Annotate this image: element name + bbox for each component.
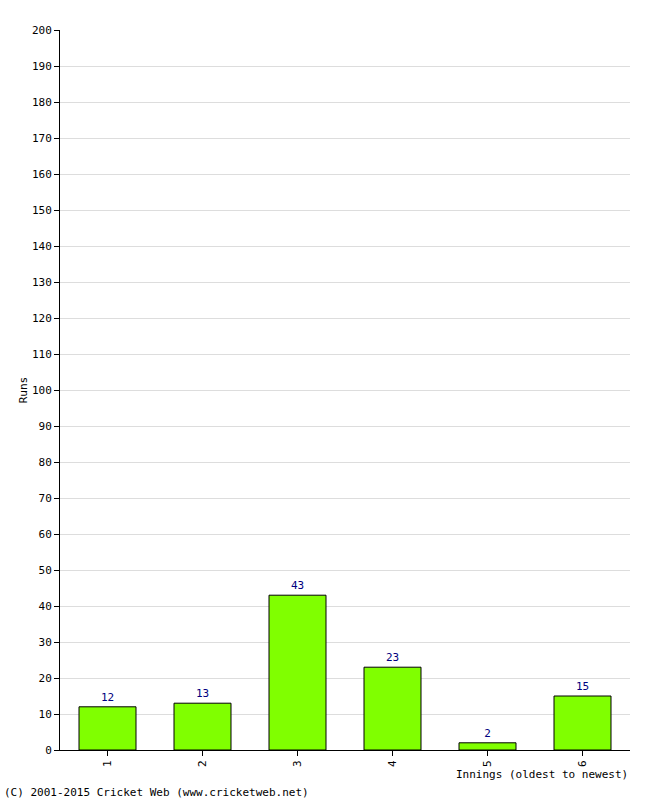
svg-text:140: 140 (32, 240, 52, 253)
svg-text:180: 180 (32, 96, 52, 109)
svg-text:130: 130 (32, 276, 52, 289)
svg-text:80: 80 (39, 456, 52, 469)
svg-text:13: 13 (196, 687, 209, 700)
svg-text:Innings (oldest to newest): Innings (oldest to newest) (456, 768, 628, 781)
svg-text:43: 43 (291, 579, 304, 592)
svg-text:190: 190 (32, 60, 52, 73)
svg-text:40: 40 (39, 600, 52, 613)
svg-text:50: 50 (39, 564, 52, 577)
svg-text:6: 6 (576, 760, 589, 767)
svg-text:(C) 2001-2015 Cricket Web (www: (C) 2001-2015 Cricket Web (www.cricketwe… (4, 786, 309, 799)
svg-text:2: 2 (196, 760, 209, 767)
svg-text:30: 30 (39, 636, 52, 649)
svg-text:170: 170 (32, 132, 52, 145)
svg-text:5: 5 (481, 760, 494, 767)
svg-text:10: 10 (39, 708, 52, 721)
svg-text:23: 23 (386, 651, 399, 664)
svg-text:4: 4 (386, 760, 399, 767)
svg-text:100: 100 (32, 384, 52, 397)
svg-text:90: 90 (39, 420, 52, 433)
svg-text:12: 12 (101, 691, 114, 704)
svg-text:150: 150 (32, 204, 52, 217)
svg-text:15: 15 (576, 680, 589, 693)
svg-text:Runs: Runs (17, 377, 30, 404)
svg-text:70: 70 (39, 492, 52, 505)
svg-text:2: 2 (484, 727, 491, 740)
svg-text:3: 3 (291, 760, 304, 767)
svg-text:1: 1 (101, 760, 114, 767)
svg-text:160: 160 (32, 168, 52, 181)
svg-text:60: 60 (39, 528, 52, 541)
svg-text:200: 200 (32, 24, 52, 37)
svg-text:0: 0 (45, 744, 52, 757)
svg-text:110: 110 (32, 348, 52, 361)
svg-text:120: 120 (32, 312, 52, 325)
svg-text:20: 20 (39, 672, 52, 685)
